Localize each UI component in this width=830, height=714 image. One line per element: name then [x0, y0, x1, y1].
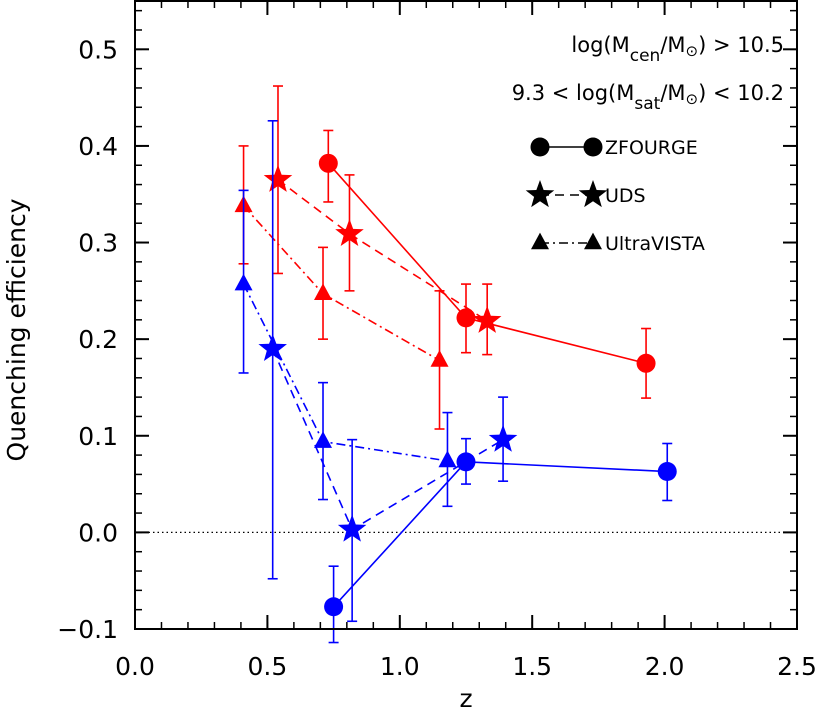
data-point-triangle — [234, 273, 253, 291]
series-central-red-zfourge — [318, 129, 656, 399]
x-tick-label: 1.5 — [512, 652, 552, 681]
x-tick-label: 0.5 — [248, 652, 288, 681]
legend-item-uds: UDS — [525, 180, 646, 208]
data-point-circle — [318, 153, 338, 173]
series-central-red-ultravista — [234, 145, 449, 430]
series-line — [242, 283, 448, 462]
data-point-circle — [456, 308, 476, 328]
y-axis-title: Quenching efficiency — [2, 198, 31, 461]
series-line — [333, 461, 668, 608]
legend-item-ultravista: UltraVISTA — [531, 232, 705, 255]
data-point-triangle — [438, 450, 457, 468]
y-tick-label: 0.5 — [78, 35, 118, 64]
y-tick-label: 0.2 — [78, 325, 118, 354]
axis-ticks — [134, 1, 798, 630]
plot-frame — [134, 0, 798, 630]
y-tick-label: 0.3 — [78, 229, 118, 258]
data-point-star — [335, 218, 364, 246]
y-tick-label: 0.0 — [78, 518, 118, 547]
tick-labels: 0.0 0.5 1.0 1.5 2.0 2.5 −0.1 0.0 0.1 0.2 0.3 0.4 0.5 — [57, 35, 817, 681]
legend-star-marker — [525, 180, 555, 208]
data-point-star — [472, 305, 502, 333]
legend-circle-marker — [530, 137, 550, 157]
data-point-star — [337, 514, 367, 542]
data-point-circle — [636, 353, 656, 373]
data-point-triangle — [430, 350, 449, 367]
legend-label: UltraVISTA — [605, 233, 705, 255]
series-satellite-blue-ultravista — [234, 189, 457, 508]
legend-label: UDS — [605, 185, 646, 207]
series-satellite-blue-uds — [258, 120, 518, 623]
series-line — [277, 179, 488, 322]
legend-circle-marker — [583, 137, 603, 157]
data-point-star — [258, 333, 287, 361]
data-point-circle — [324, 597, 344, 617]
legend-label: ZFOURGE — [605, 137, 698, 159]
series-central-red-uds — [263, 85, 502, 356]
y-tick-label: 0.1 — [78, 422, 118, 451]
annotation-central-mass: log(Mcen/M⊙) > 10.5 — [571, 33, 784, 66]
legend-triangle-marker — [584, 232, 602, 250]
y-tick-label: −0.1 — [57, 615, 118, 644]
legend-item-zfourge: ZFOURGE — [530, 137, 698, 159]
annotation-satellite-mass: 9.3 < log(Msat/M⊙) < 10.2 — [512, 81, 784, 114]
x-tick-label: 2.0 — [645, 652, 685, 681]
x-tick-label: 2.5 — [777, 652, 817, 681]
legend-star-marker — [578, 180, 608, 208]
legend-triangle-marker — [531, 232, 549, 250]
data-point-triangle — [314, 431, 333, 448]
data-point-star — [488, 424, 518, 452]
series-layer — [234, 85, 677, 644]
data-point-circle — [657, 462, 677, 482]
x-tick-label: 0.0 — [115, 652, 155, 681]
series-satellite-blue-zfourge — [324, 437, 677, 644]
x-tick-label: 1.0 — [380, 652, 420, 681]
data-point-triangle — [314, 283, 333, 301]
x-axis-title: z — [459, 684, 472, 713]
data-point-circle — [456, 452, 476, 472]
data-point-star — [263, 164, 293, 192]
y-tick-label: 0.4 — [78, 132, 118, 161]
legend: ZFOURGE UDS UltraVISTA — [525, 137, 705, 255]
